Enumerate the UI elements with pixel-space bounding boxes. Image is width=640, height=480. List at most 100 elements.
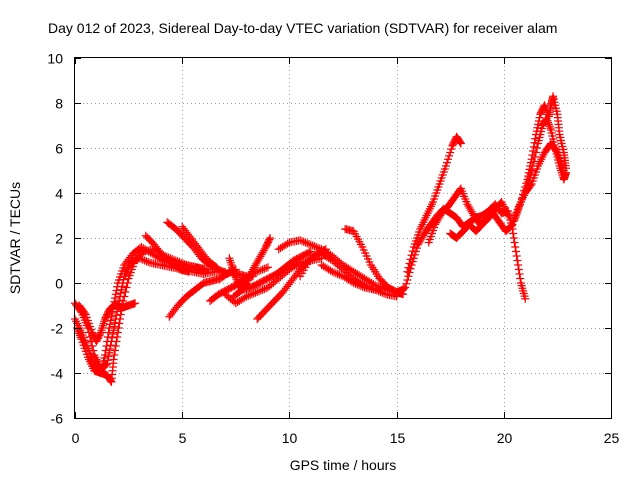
x-tick-label: 10 <box>282 430 298 446</box>
data-point-marker <box>111 290 120 299</box>
data-point-marker <box>542 114 551 123</box>
data-point-marker <box>101 346 110 355</box>
data-point-marker <box>546 124 555 133</box>
data-point-marker <box>444 155 453 164</box>
data-point-marker <box>249 289 258 298</box>
data-point-marker <box>526 170 535 179</box>
data-point-marker <box>308 241 317 250</box>
data-point-marker <box>543 116 552 125</box>
data-point-marker <box>527 166 536 175</box>
data-point-marker <box>511 243 520 251</box>
data-point-marker <box>265 235 274 244</box>
chart-title: Day 012 of 2023, Sidereal Day-to-day VTE… <box>48 20 557 36</box>
data-point-marker <box>399 284 408 293</box>
data-point-marker <box>106 316 115 325</box>
data-point-marker <box>326 266 335 275</box>
data-point-marker <box>112 286 121 295</box>
data-point-marker <box>561 168 570 177</box>
data-point-marker <box>102 342 111 350</box>
data-point-marker <box>513 256 522 265</box>
data-series-trace-23 <box>521 114 570 197</box>
data-point-marker <box>545 122 554 131</box>
data-point-marker <box>122 283 131 292</box>
data-point-marker <box>244 291 253 300</box>
data-point-marker <box>310 242 319 251</box>
data-point-marker <box>113 328 122 337</box>
data-point-marker <box>121 288 130 296</box>
data-point-marker <box>331 269 340 278</box>
data-point-marker <box>521 189 530 197</box>
y-tick-label: 2 <box>55 231 63 247</box>
y-tick-label: -4 <box>51 366 64 382</box>
data-point-marker <box>401 283 410 292</box>
data-point-marker <box>509 234 518 242</box>
data-point-marker <box>533 144 542 152</box>
data-point-marker <box>262 264 271 272</box>
data-point-marker <box>114 324 123 332</box>
data-point-marker <box>516 198 525 206</box>
data-point-marker <box>256 286 265 295</box>
data-point-marker <box>310 252 319 261</box>
axis-ticks: 0 5 10 15 20 25 -6 -4 -2 0 2 4 6 8 10 <box>47 51 619 447</box>
data-point-marker <box>96 330 105 338</box>
data-series-trace-17 <box>341 225 408 299</box>
data-point-marker <box>212 263 221 272</box>
data-point-marker <box>525 174 534 182</box>
data-point-marker <box>76 331 85 340</box>
data-point-marker <box>251 288 260 297</box>
data-point-marker <box>230 269 239 278</box>
data-point-marker <box>258 285 267 294</box>
data-point-marker <box>241 280 250 289</box>
data-series-trace-5 <box>141 231 193 276</box>
data-point-marker <box>297 237 306 245</box>
data-point-marker <box>349 279 358 287</box>
data-point-marker <box>246 291 255 299</box>
data-series-trace-21 <box>446 198 513 242</box>
data-point-marker <box>306 254 315 263</box>
data-point-marker <box>104 352 113 361</box>
data-point-marker <box>242 292 251 301</box>
data-point-marker <box>247 290 256 299</box>
data-point-marker <box>144 258 153 266</box>
data-point-marker <box>515 270 524 278</box>
data-point-marker <box>240 293 249 302</box>
data-point-marker <box>456 139 465 148</box>
data-point-marker <box>283 239 292 248</box>
data-point-marker <box>312 252 321 260</box>
data-point-marker <box>296 236 305 245</box>
data-point-marker <box>303 239 312 248</box>
data-point-marker <box>260 285 269 293</box>
data-point-marker <box>104 328 113 337</box>
data-point-marker <box>103 337 112 346</box>
data-point-marker <box>335 270 344 279</box>
data-point-marker <box>355 281 364 290</box>
data-point-marker <box>75 329 84 338</box>
data-point-marker <box>229 267 238 276</box>
data-point-marker <box>106 341 115 350</box>
plot-frame <box>74 57 612 419</box>
data-point-marker <box>258 265 267 274</box>
data-points <box>71 92 570 386</box>
data-point-marker <box>511 247 520 256</box>
data-point-marker <box>312 243 321 251</box>
data-point-marker <box>255 287 264 296</box>
data-point-marker <box>347 277 356 286</box>
data-point-marker <box>140 256 149 265</box>
data-point-marker <box>533 123 542 132</box>
data-point-marker <box>111 346 120 355</box>
data-point-marker <box>120 292 129 301</box>
data-point-marker <box>405 259 414 268</box>
data-point-marker <box>402 279 411 288</box>
data-series-trace-3 <box>73 243 208 377</box>
data-point-marker <box>131 299 140 308</box>
data-point-marker <box>260 264 269 273</box>
x-tick-label: 20 <box>497 430 513 446</box>
data-point-marker <box>404 272 413 281</box>
data-point-marker <box>138 255 147 264</box>
y-tick-label: 8 <box>55 96 63 112</box>
y-tick-label: 0 <box>55 276 63 292</box>
data-point-marker <box>142 257 151 266</box>
data-point-marker <box>108 333 117 342</box>
data-point-marker <box>105 324 114 332</box>
